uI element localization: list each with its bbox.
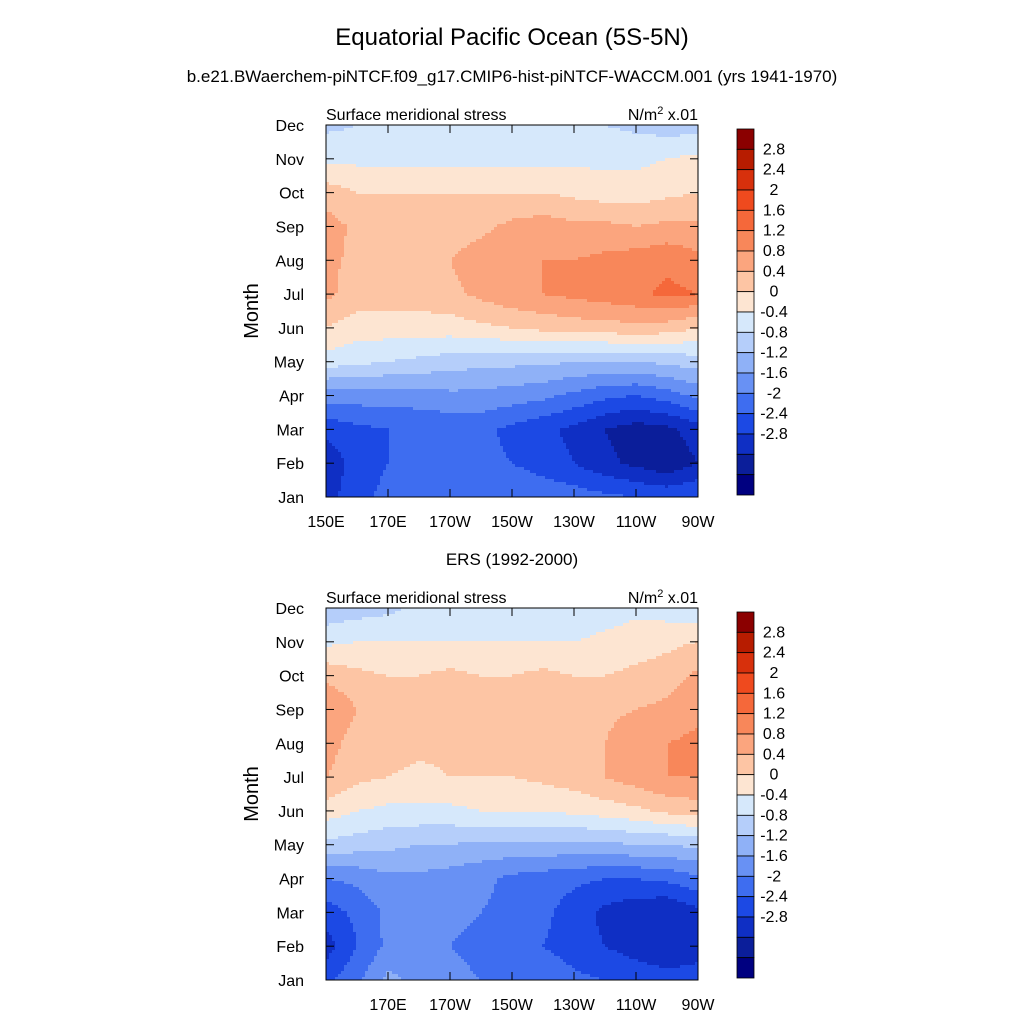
figure-subtitle: b.e21.BWaerchem-piNTCF.f09_g17.CMIP6-his…: [187, 67, 838, 86]
figure-title: Equatorial Pacific Ocean (5S-5N): [335, 24, 688, 51]
contour-field: [326, 125, 699, 498]
chart-panel-1: Surface meridional stress N/m2 x.01MonthJ…: [241, 105, 788, 531]
panels: Surface meridional stress N/m2 x.01MonthJ…: [241, 105, 788, 1014]
